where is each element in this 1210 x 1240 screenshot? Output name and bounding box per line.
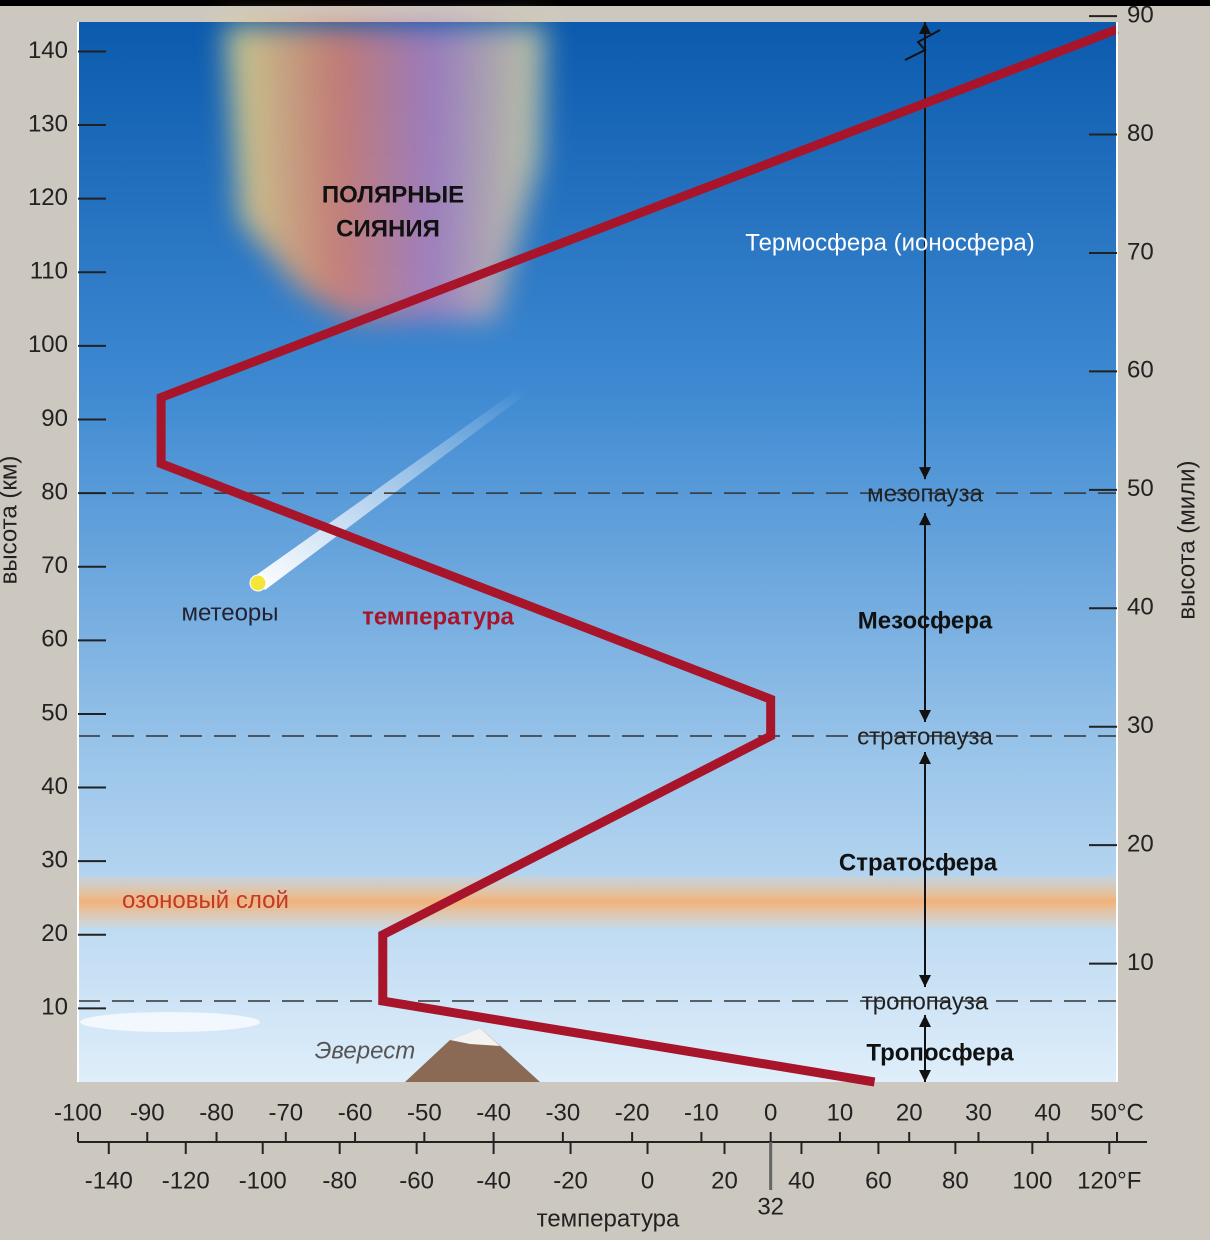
y-axis-title: высота (км) [0,456,22,585]
break-mark [904,29,941,61]
x-tick-label: -30 [546,1099,581,1126]
y-tick-label: 110 [30,258,68,285]
arrowhead [919,975,931,988]
x2-tick-label: 120°F [1077,1167,1141,1194]
arrowhead [919,513,931,526]
temperature-line [156,25,1119,1087]
x2-marker-label: 32 [757,1193,784,1220]
y2-tick-label: 40 [1127,594,1154,621]
x2-tick-label: -140 [85,1167,133,1194]
arrowhead [919,467,931,480]
x-tick-label: -80 [199,1099,234,1126]
annotation: СИЯНИЯ [336,215,440,242]
x2-tick-label: 20 [711,1167,738,1194]
y-tick-label: 10 [41,994,68,1021]
arrowhead [919,752,931,765]
x-tick-label: -60 [338,1099,373,1126]
layer-label: Термосфера (ионосфера) [745,229,1034,256]
meteor [249,574,267,592]
layer-label: Мезосфера [858,607,993,634]
y-tick-label: 120 [28,184,68,211]
x-tick-label: 0 [764,1099,777,1126]
annotation: ПОЛЯРНЫЕ [322,181,464,208]
cloud [80,1012,260,1032]
y2-tick-label: 50 [1127,475,1154,502]
x-tick-label: -50 [407,1099,442,1126]
x2-tick-label: -40 [476,1167,511,1194]
x-tick-label: -90 [130,1099,165,1126]
y2-tick-label: 60 [1127,357,1154,384]
y-tick-label: 70 [41,552,68,579]
x2-tick-label: -20 [553,1167,588,1194]
y2-axis-title: высота (мили) [1173,460,1200,619]
y-tick-label: 130 [28,110,68,137]
x2-tick-label: -120 [162,1167,210,1194]
level-label: стратопауза [857,723,993,750]
x-tick-label: -20 [615,1099,650,1126]
x2-tick-label: -80 [322,1167,357,1194]
annotation: метеоры [181,599,278,626]
y2-tick-label: 30 [1127,712,1154,739]
x-tick-label: 40 [1034,1099,1061,1126]
everest-snow [450,1028,500,1046]
y-tick-label: 30 [41,847,68,874]
y2-tick-label: 70 [1127,238,1154,265]
y2-tick-label: 90 [1127,1,1154,28]
ozone-label: озоновый слой [122,887,289,914]
y-tick-label: 60 [41,626,68,653]
y2-tick-label: 10 [1127,949,1154,976]
y-tick-label: 140 [28,37,68,64]
arrowhead [919,1015,931,1028]
x-tick-label: -70 [268,1099,303,1126]
x-tick-label: 10 [827,1099,854,1126]
arrowhead [919,710,931,723]
x-tick-label: 50°C [1090,1099,1144,1126]
x2-tick-label: 60 [865,1167,892,1194]
arrowhead [919,1070,931,1082]
x2-tick-label: 80 [942,1167,969,1194]
x-tick-label: 30 [965,1099,992,1126]
x-tick-label: 20 [896,1099,923,1126]
layer-label: Стратосфера [839,849,998,876]
meteor-trail [252,388,525,590]
x2-tick-label: 40 [788,1167,815,1194]
x-tick-label: -10 [684,1099,719,1126]
y-tick-label: 40 [41,773,68,800]
y2-tick-label: 20 [1127,830,1154,857]
level-label: тропопауза [862,988,989,1015]
y-tick-label: 50 [41,699,68,726]
annotation: Эверест [315,1037,415,1064]
level-label: мезопауза [867,480,983,507]
y-tick-label: 100 [28,331,68,358]
y-tick-label: 80 [41,478,68,505]
arrowhead [919,22,931,34]
x2-tick-label: -60 [399,1167,434,1194]
y-tick-label: 90 [41,405,68,432]
x-axis-title: температура [537,1205,680,1232]
x2-tick-label: 0 [641,1167,654,1194]
x2-tick-label: -100 [239,1167,287,1194]
ozone-layer [78,875,1117,928]
layer-label: Тропосфера [866,1039,1014,1066]
x-tick-label: -40 [476,1099,511,1126]
y2-tick-label: 80 [1127,120,1154,147]
everest [405,1028,540,1082]
series-label: температура [362,603,514,630]
x2-tick-label: 100 [1012,1167,1052,1194]
y-tick-label: 20 [41,920,68,947]
aurora [225,25,545,320]
x-tick-label: -100 [54,1099,102,1126]
